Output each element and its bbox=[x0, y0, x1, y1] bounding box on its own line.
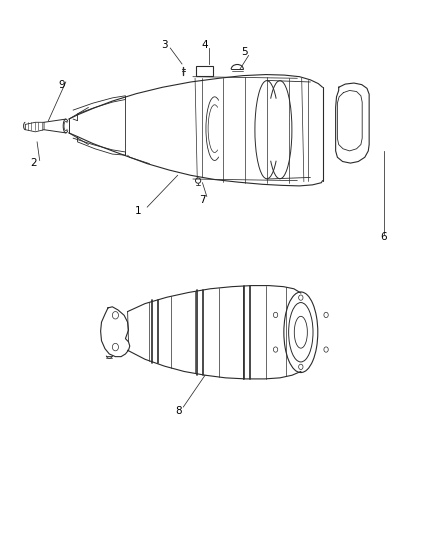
Text: 3: 3 bbox=[161, 40, 168, 50]
Text: 2: 2 bbox=[31, 158, 37, 168]
Text: 6: 6 bbox=[380, 232, 387, 243]
Text: 8: 8 bbox=[176, 406, 182, 416]
Text: 7: 7 bbox=[199, 195, 206, 205]
Text: 1: 1 bbox=[135, 206, 142, 216]
Text: 5: 5 bbox=[241, 47, 247, 56]
FancyBboxPatch shape bbox=[196, 66, 213, 76]
Text: 9: 9 bbox=[58, 80, 65, 90]
Text: 4: 4 bbox=[202, 40, 208, 50]
